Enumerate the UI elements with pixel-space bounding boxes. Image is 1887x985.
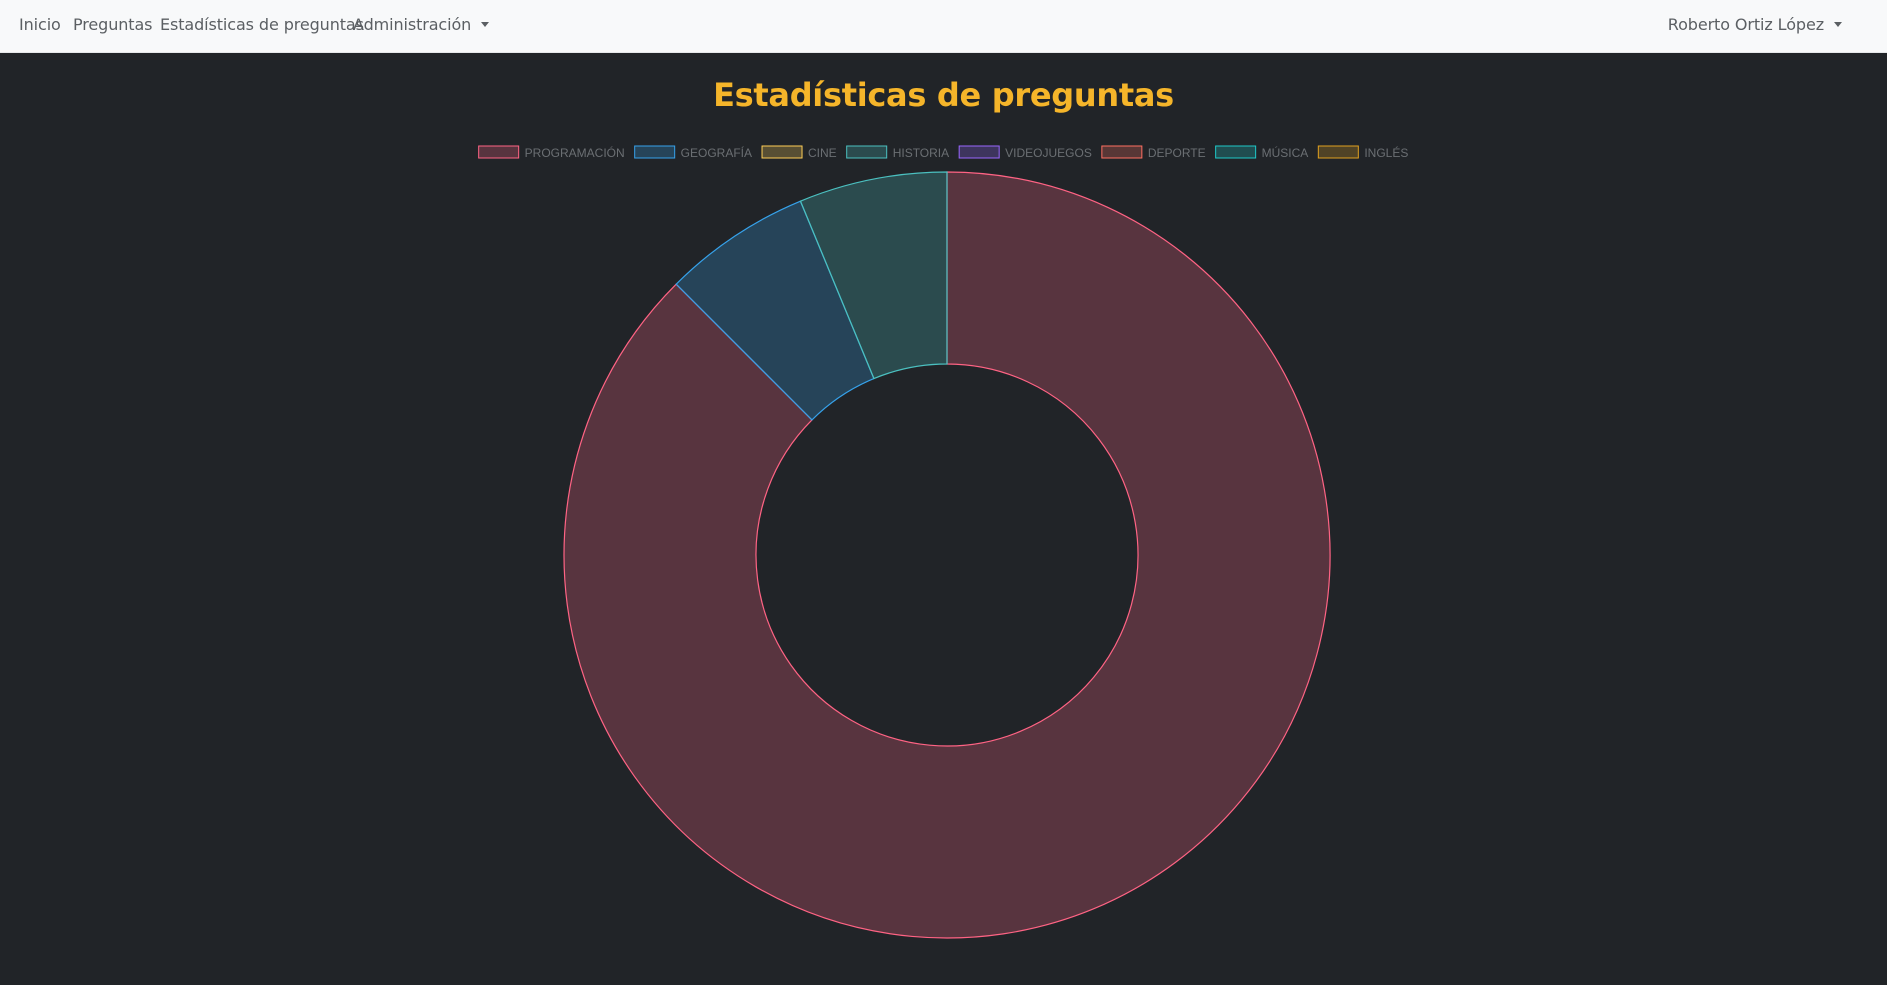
nav-estadisticas[interactable]: Estadísticas de preguntas (160, 15, 364, 34)
nav-administracion-dropdown[interactable]: Administración (353, 15, 490, 35)
legend-label: DEPORTE (1148, 146, 1206, 160)
legend-item-cine[interactable]: CINE (761, 145, 837, 160)
legend-label: VIDEOJUEGOS (1005, 146, 1092, 160)
slice-historia[interactable] (799, 171, 948, 380)
legend-swatch (478, 145, 520, 159)
main-content: Estadísticas de preguntas PROGRAMACIÓN GE… (0, 53, 1887, 985)
legend-label: HISTORIA (893, 146, 949, 160)
legend-item-videojuegos[interactable]: VIDEOJUEGOS (958, 145, 1092, 160)
nav-inicio[interactable]: Inicio (19, 15, 61, 34)
top-navbar: Inicio Preguntas Estadísticas de pregunt… (0, 0, 1887, 53)
legend-label: INGLÉS (1364, 145, 1408, 160)
legend-item-deporte[interactable]: DEPORTE (1101, 145, 1206, 160)
user-menu-dropdown[interactable]: Roberto Ortiz López (1668, 15, 1842, 35)
legend-swatch (761, 145, 803, 159)
slice-programacion[interactable] (563, 171, 1331, 939)
legend-item-musica[interactable]: MÚSICA (1215, 145, 1309, 160)
doughnut-chart: PROGRAMACIÓN GEOGRAFÍA CINE HISTORIA VIDEOJU… (478, 145, 1408, 939)
legend-swatch (1317, 145, 1359, 159)
legend-label: GEOGRAFÍA (681, 145, 752, 160)
legend-swatch (846, 145, 888, 159)
legend-swatch (958, 145, 1000, 159)
caret-down-icon (481, 22, 490, 27)
legend-item-programacion[interactable]: PROGRAMACIÓN (478, 145, 625, 160)
legend-item-geografia[interactable]: GEOGRAFÍA (634, 145, 752, 160)
legend-item-historia[interactable]: HISTORIA (846, 145, 949, 160)
nav-preguntas[interactable]: Preguntas (73, 15, 153, 34)
legend-label: CINE (808, 146, 837, 160)
legend-swatch (1215, 145, 1257, 159)
legend-swatch (1101, 145, 1143, 159)
page-title: Estadísticas de preguntas (713, 76, 1174, 114)
nav-administracion-label: Administración (353, 15, 472, 34)
legend-swatch (634, 145, 676, 159)
legend-label: PROGRAMACIÓN (525, 145, 625, 160)
legend-item-ingles[interactable]: INGLÉS (1317, 145, 1408, 160)
caret-down-icon (1834, 22, 1842, 27)
legend-label: MÚSICA (1262, 145, 1309, 160)
user-name: Roberto Ortiz López (1667, 15, 1824, 34)
